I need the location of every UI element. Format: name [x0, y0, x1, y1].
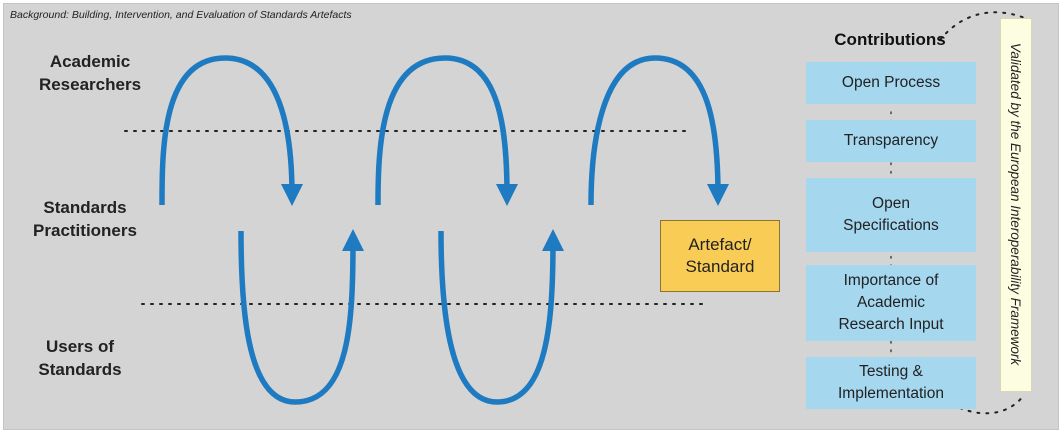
- contribution-label-line: Importance of: [843, 272, 939, 289]
- validation-dotted-connector-bottom: [959, 394, 1025, 415]
- row-label-line: Academic: [49, 52, 131, 71]
- validation-dotted-connector-top: [939, 11, 1026, 41]
- validation-band: [1000, 18, 1032, 392]
- contribution-label-line: Implementation: [838, 385, 944, 402]
- contribution-open-process: Open Process: [806, 62, 976, 104]
- row-label-line: Standards: [43, 198, 127, 217]
- artefact-label-line: Artefact/: [688, 235, 752, 254]
- contribution-label-line: Open Process: [841, 74, 941, 91]
- row-label-line: Standards: [38, 360, 122, 379]
- row-label-users-of-standards: Users of Standards: [10, 335, 150, 381]
- contribution-academic-research-input: Importance of Academic Research Input: [806, 265, 976, 341]
- artefact-label-line: Standard: [685, 257, 755, 276]
- row-label-standards-practitioners: Standards Practitioners: [15, 196, 155, 242]
- contribution-testing-implementation: Testing & Implementation: [806, 357, 976, 409]
- contribution-transparency: Transparency: [806, 120, 976, 162]
- row-label-academic-researchers: Academic Researchers: [20, 50, 160, 96]
- contribution-label-line: Specifications: [843, 217, 939, 234]
- contributions-title: Contributions: [834, 30, 946, 49]
- contribution-label-line: Open: [872, 195, 910, 212]
- background-title: Background: Building, Intervention, and …: [10, 9, 352, 21]
- flow-arrow-up-2: [375, 55, 518, 206]
- flow-arrow-down-2: [438, 229, 564, 405]
- flow-arrow-up-3: [588, 55, 729, 206]
- flow-arrow-down-1: [238, 229, 364, 405]
- flow-arrow-up-1: [159, 55, 303, 206]
- row-label-line: Researchers: [38, 75, 142, 94]
- contribution-open-specifications: Open Specifications: [806, 178, 976, 252]
- row-label-line: Users of: [45, 337, 115, 356]
- validation-label: Validated by the European Interoperabili…: [1008, 42, 1023, 366]
- contribution-label-line: Research Input: [838, 316, 944, 333]
- row-label-line: Practitioners: [33, 221, 137, 240]
- contribution-label-line: Testing &: [859, 363, 923, 380]
- artefact-standard-box: Artefact/ Standard: [660, 220, 780, 292]
- contribution-label-line: Transparency: [843, 132, 939, 149]
- contribution-label-line: Academic: [856, 294, 926, 311]
